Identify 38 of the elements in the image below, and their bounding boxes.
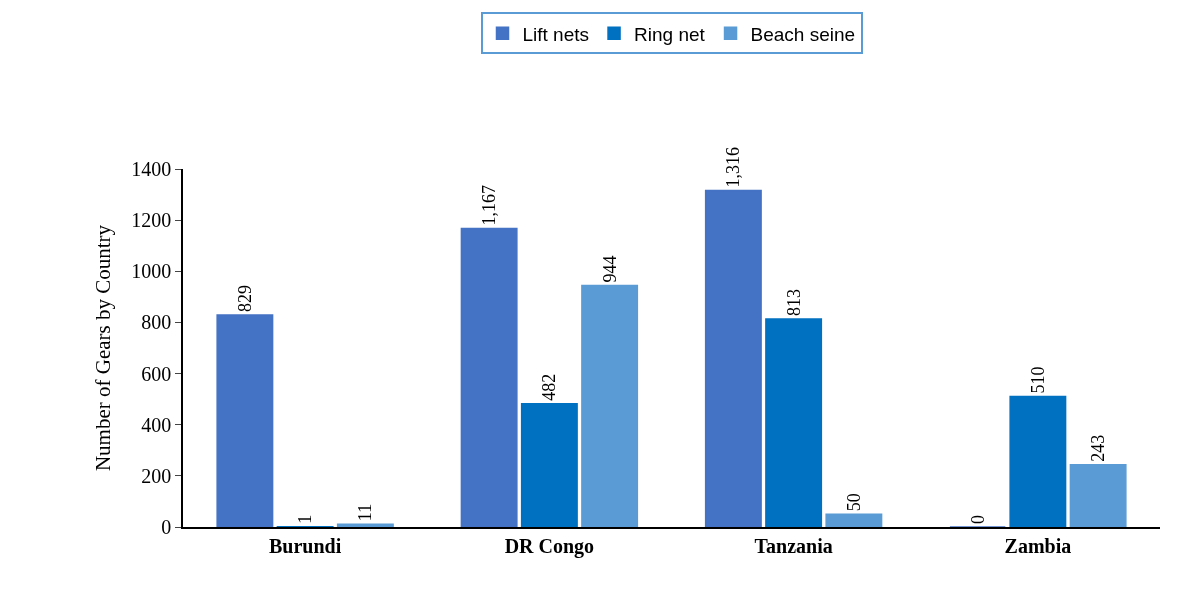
bar — [460, 227, 518, 527]
y-axis-title: Number of Gears by Country — [90, 224, 115, 472]
legend-label: Lift nets — [522, 23, 590, 45]
bar — [216, 314, 274, 527]
x-tick-label: Tanzania — [754, 534, 833, 557]
bar — [765, 318, 823, 527]
bar — [1069, 464, 1127, 527]
data-label: 1 — [295, 514, 316, 524]
bar — [520, 403, 578, 527]
data-label: 1,316 — [723, 146, 744, 188]
y-tick-label: 200 — [141, 464, 172, 487]
x-tick-label: DR Congo — [504, 534, 595, 558]
y-tick-label: 600 — [141, 362, 172, 385]
y-tick-label: 400 — [141, 413, 172, 436]
data-label: 482 — [539, 373, 560, 401]
data-label: 829 — [234, 285, 255, 313]
data-label: 0 — [967, 515, 988, 524]
legend-label: Ring net — [634, 23, 706, 45]
data-label: 50 — [843, 493, 864, 512]
bar — [336, 523, 394, 527]
x-tick-label: Zambia — [1004, 534, 1072, 557]
data-label: 11 — [355, 503, 376, 522]
bar — [704, 189, 762, 527]
data-label: 813 — [783, 289, 804, 317]
y-tick-label: 1000 — [131, 260, 172, 283]
y-tick-label: 1400 — [131, 158, 172, 180]
y-tick-label: 800 — [141, 311, 172, 334]
bar — [825, 513, 883, 527]
bar — [1009, 395, 1067, 527]
y-tick-label: 0 — [161, 516, 172, 538]
data-label: 944 — [599, 255, 620, 283]
data-label: 1,167 — [479, 185, 500, 226]
x-tick-label: Burundi — [269, 534, 342, 557]
bar — [581, 284, 639, 527]
data-label: 510 — [1027, 366, 1048, 394]
legend-label: Beach seine — [750, 23, 856, 45]
y-tick-label: 1200 — [131, 209, 172, 232]
data-label: 243 — [1088, 434, 1109, 462]
